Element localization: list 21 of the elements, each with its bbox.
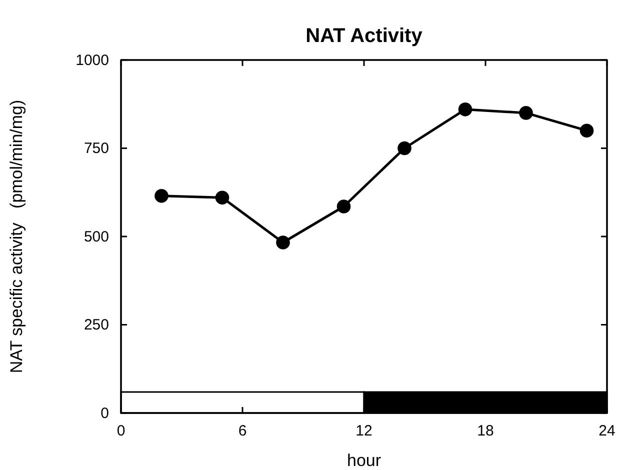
x-tick-label: 18: [477, 422, 494, 440]
point: [519, 106, 533, 120]
point: [154, 189, 168, 203]
point: [215, 190, 230, 205]
point: [336, 200, 351, 214]
y-tick-label: 1000: [76, 52, 109, 69]
y-tick-label: 500: [84, 228, 109, 246]
x-axis-title: hour: [346, 451, 382, 470]
point: [580, 124, 594, 138]
y-tick-label: 250: [84, 316, 109, 334]
y-tick-label: 0: [100, 404, 109, 422]
x-tick-label: 24: [598, 422, 616, 440]
point: [276, 236, 290, 250]
x-tick-label: 0: [116, 422, 126, 440]
y-tick-label: 750: [84, 140, 109, 158]
x-tick-label: 12: [356, 422, 372, 440]
point: [398, 141, 412, 156]
point: [458, 102, 472, 116]
y-axis-title: NAT specific activity (pmol/min/mg): [7, 100, 26, 374]
x-tick-label: 6: [238, 422, 247, 440]
chart-title: NAT Activity: [306, 25, 424, 47]
